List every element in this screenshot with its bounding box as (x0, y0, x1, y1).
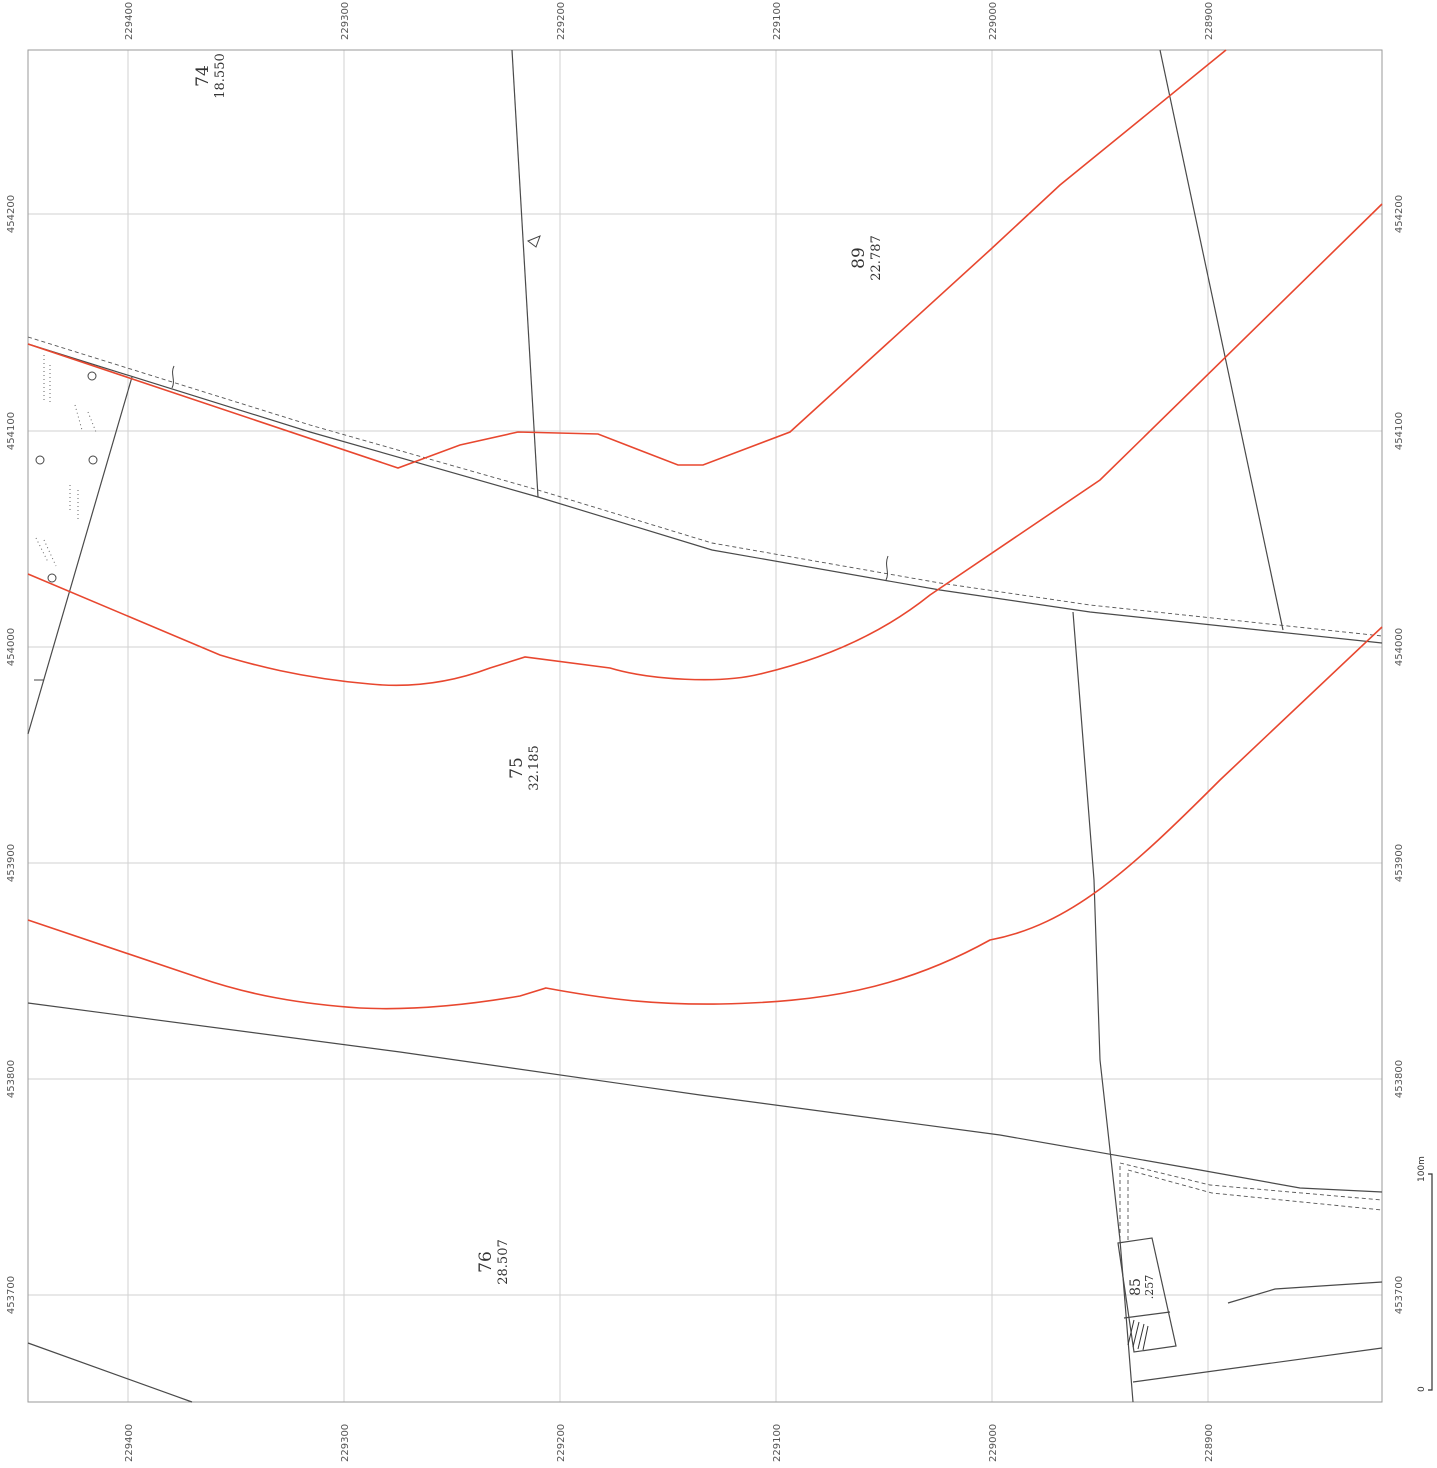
y-label-right: 454200 (1394, 195, 1405, 233)
red-line (27, 203, 1383, 687)
x-label-bottom: 228900 (1204, 1424, 1215, 1462)
grid (28, 50, 1382, 1402)
y-label-right: 453800 (1394, 1060, 1405, 1098)
y-label-left: 453700 (6, 1276, 17, 1314)
x-label-top: 229000 (988, 2, 999, 40)
y-label-left: 454100 (6, 412, 17, 450)
tree-icon (47, 573, 57, 583)
parcel-number: 76 (476, 1251, 496, 1273)
boundary-line (1159, 49, 1284, 631)
map-frame (27, 49, 1383, 1403)
parcel-number: 74 (193, 65, 213, 87)
x-label-bottom: 229400 (124, 1424, 135, 1462)
y-label-right: 453900 (1394, 844, 1405, 882)
parcel-boundaries (27, 49, 1383, 1403)
boundary-line (1072, 611, 1134, 1403)
boundary-line (1132, 1347, 1383, 1383)
parcel-area: 28.507 (496, 1239, 511, 1285)
boundary-line (1227, 1281, 1383, 1304)
boundary-line (27, 376, 133, 735)
y-label-left: 453800 (6, 1060, 17, 1098)
tree-icon (87, 371, 97, 381)
x-label-top: 229200 (556, 2, 567, 40)
boundary-line (511, 49, 539, 498)
left-axis-labels: 454200 454100 454000 453900 453800 45370… (6, 195, 17, 1314)
parcel-85-label: 85 .257 (1128, 1275, 1156, 1300)
y-label-left: 453900 (6, 844, 17, 882)
x-label-bottom: 229300 (340, 1424, 351, 1462)
marsh-dots (35, 355, 97, 567)
x-label-top: 229100 (772, 2, 783, 40)
scale-zero-label: 0 (1417, 1386, 1427, 1392)
parcel-number: 89 (849, 247, 869, 269)
boundary-line (27, 1342, 193, 1403)
red-line (27, 626, 1383, 1010)
x-label-top: 228900 (1204, 2, 1215, 40)
building-outline (1117, 1237, 1177, 1353)
x-label-bottom: 229100 (772, 1424, 783, 1462)
parcel-75-label: 75 32.185 (507, 745, 542, 791)
parcel-76-label: 76 28.507 (476, 1239, 511, 1285)
parcel-number: 75 (507, 757, 527, 779)
y-label-right: 454000 (1394, 628, 1405, 666)
parcel-area: 22.787 (869, 235, 884, 281)
x-label-bottom: 229000 (988, 1424, 999, 1462)
y-label-left: 454000 (6, 628, 17, 666)
y-label-left: 454200 (6, 195, 17, 233)
parcel-number: 85 (1128, 1278, 1144, 1296)
y-label-right: 454100 (1394, 412, 1405, 450)
lane-dashed-line (1119, 1162, 1383, 1240)
y-label-right: 453700 (1394, 1276, 1405, 1314)
triangle-marker-icon (527, 235, 541, 248)
fence-mark (885, 555, 889, 581)
fence-mark (171, 365, 175, 389)
scale-bar-line (1428, 1173, 1433, 1391)
map-symbols (34, 235, 1149, 1351)
bottom-axis-labels: 229400 229300 229200 229100 229000 22890… (124, 1424, 1215, 1462)
parcel-area: 32.185 (527, 745, 542, 791)
hatched-area-icon (1127, 1319, 1149, 1351)
red-lines (27, 49, 1383, 1010)
road-line (27, 343, 1383, 644)
x-label-top: 229400 (124, 2, 135, 40)
tree-icon (35, 455, 45, 465)
scale-max-label: 100m (1417, 1156, 1427, 1182)
scale-bar: 100m 0 (1417, 1156, 1433, 1392)
x-label-bottom: 229200 (556, 1424, 567, 1462)
right-axis-labels: 454200 454100 454000 453900 453800 45370… (1394, 195, 1405, 1314)
tree-icon (88, 455, 98, 465)
road-dashed-line (27, 336, 1383, 637)
top-axis-labels: 229400 229300 229200 229100 229000 22890… (124, 2, 1215, 40)
building-divider (1123, 1311, 1171, 1319)
parcel-area: 18.550 (213, 53, 228, 99)
lane-dashed-line (1127, 1169, 1383, 1240)
boundary-line (27, 1002, 1383, 1193)
parcel-area: .257 (1143, 1275, 1156, 1300)
x-label-top: 229300 (340, 2, 351, 40)
parcel-74-label: 74 18.550 (193, 53, 228, 99)
parcel-89-label: 89 22.787 (849, 235, 884, 281)
red-line (27, 49, 1227, 469)
